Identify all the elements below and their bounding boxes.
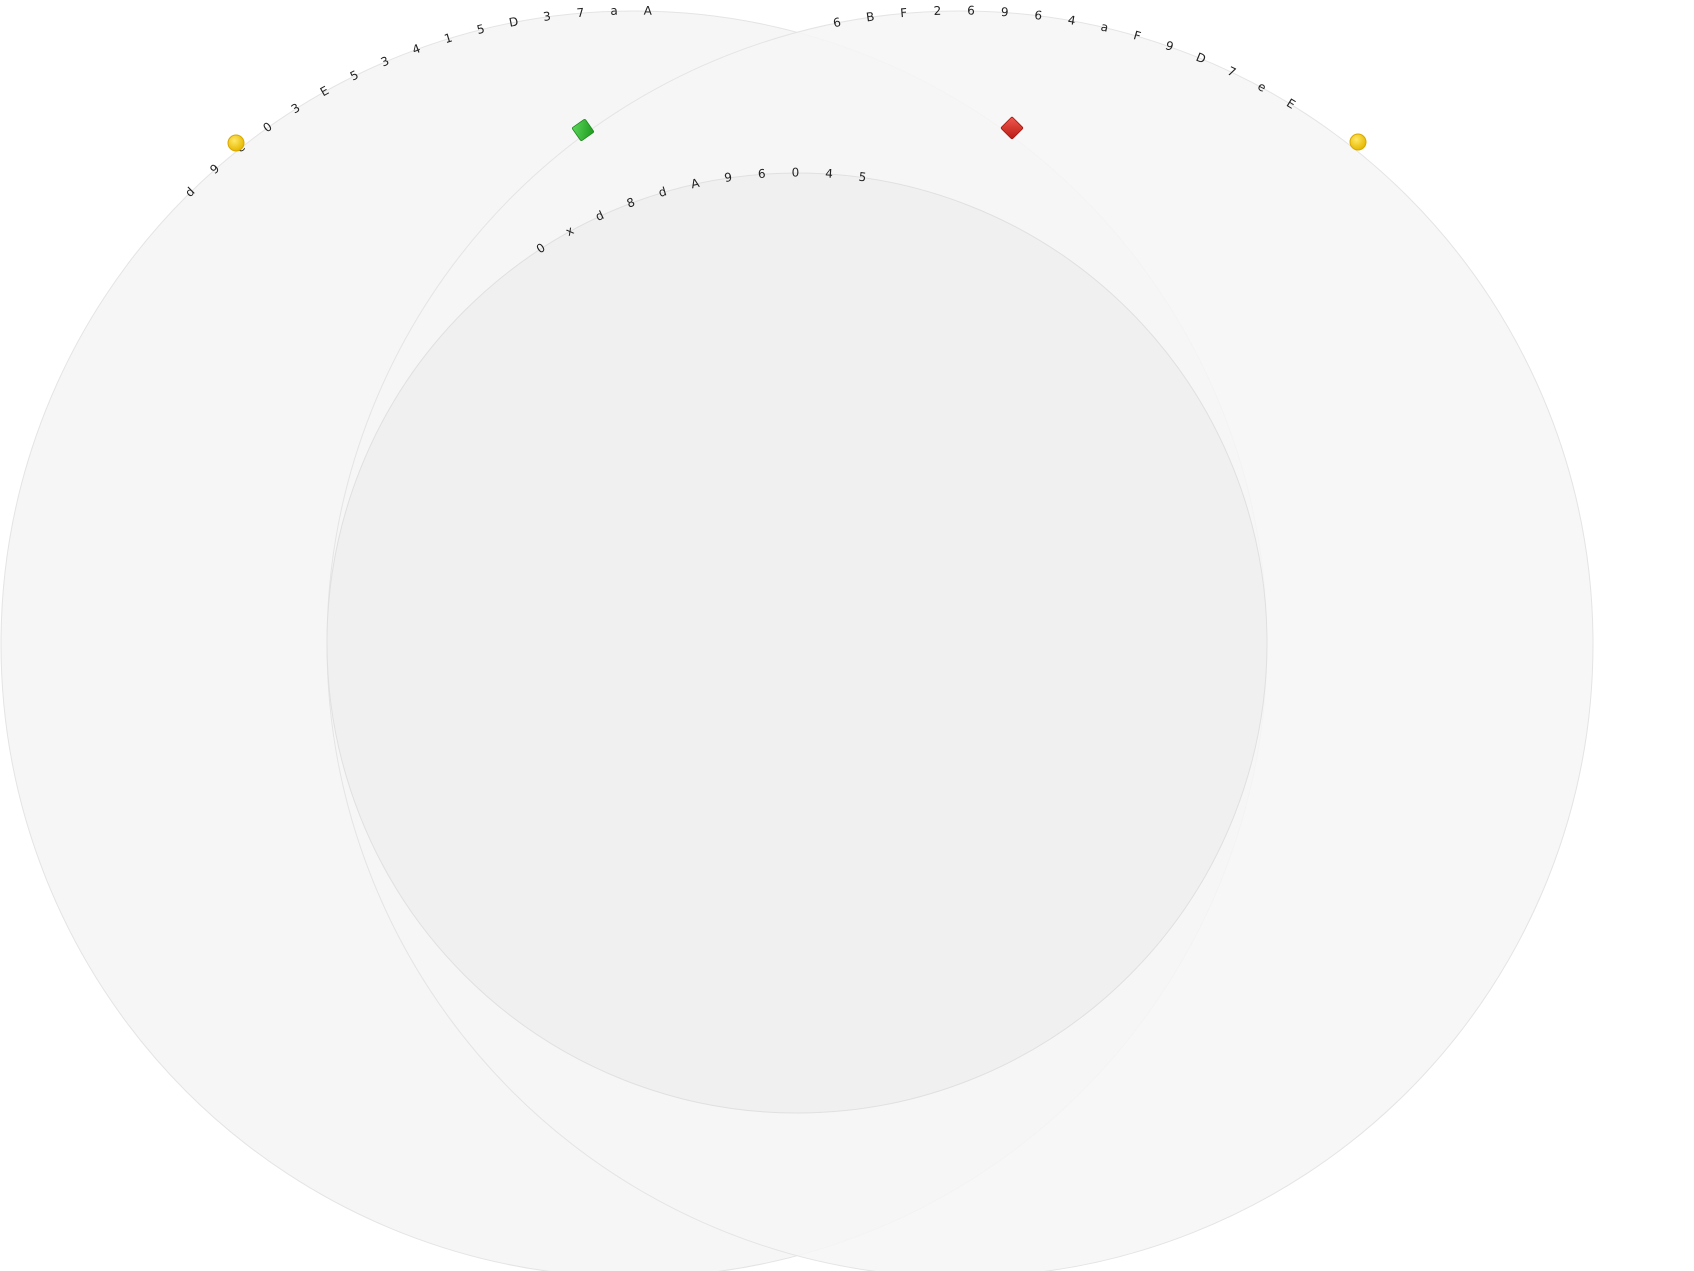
inner-ring-char: 6	[757, 167, 766, 182]
inner-ring-char: A	[690, 176, 702, 192]
red-diamond-icon	[1000, 116, 1024, 140]
right-ring-char: F	[1132, 28, 1143, 43]
right-ring-char: a	[1099, 20, 1109, 35]
inner-ring-char: 9	[723, 170, 733, 185]
left-ring-char: 7	[576, 6, 585, 21]
right-ring-char: 2	[933, 4, 941, 18]
right-ring-char: B	[865, 9, 875, 24]
yellow-dot-icon	[1349, 133, 1367, 151]
inner-ring-disc	[326, 172, 1268, 1114]
left-ring-char: 3	[542, 9, 551, 24]
right-ring-char: 6	[967, 4, 975, 18]
green-diamond-icon	[572, 119, 594, 141]
right-ring-char: F	[900, 6, 908, 21]
inner-ring-char: 5	[858, 170, 868, 185]
left-ring-char: D	[508, 14, 520, 30]
right-ring-char: 9	[1000, 5, 1009, 19]
right-ring-char: 4	[1067, 13, 1077, 28]
inner-ring-char: 4	[825, 166, 834, 180]
right-ring-char: 9	[1163, 38, 1175, 54]
inner-ring-char: 0	[792, 165, 800, 179]
left-ring-char: 5	[475, 22, 486, 37]
left-ring-char: a	[610, 4, 618, 18]
inner-ring-char: d	[657, 184, 668, 200]
left-ring-char: 1	[443, 31, 454, 47]
right-ring-char: 6	[1034, 8, 1043, 23]
left-ring-char: 4	[410, 41, 422, 57]
yellow-dot-icon	[227, 134, 245, 152]
right-ring-char: 6	[832, 15, 842, 30]
left-ring-char: A	[644, 4, 653, 18]
